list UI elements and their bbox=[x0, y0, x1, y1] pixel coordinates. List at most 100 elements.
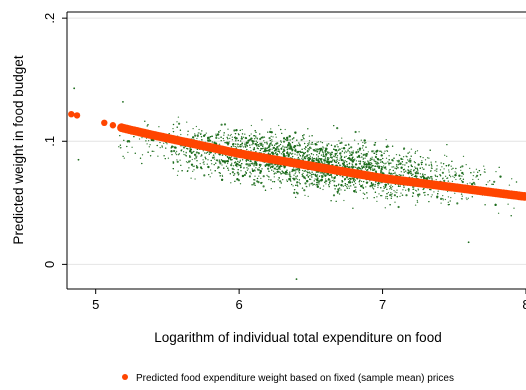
scatter-point bbox=[127, 151, 129, 154]
scatter-point bbox=[388, 155, 390, 157]
scatter-point bbox=[417, 188, 419, 190]
scatter-point bbox=[323, 173, 325, 175]
scatter-point bbox=[384, 163, 386, 165]
scatter-point bbox=[286, 180, 289, 183]
scatter-point bbox=[261, 168, 263, 170]
scatter-point bbox=[472, 174, 475, 177]
scatter-point bbox=[395, 153, 398, 156]
scatter-point bbox=[446, 190, 449, 193]
scatter-point bbox=[260, 144, 262, 147]
scatter-point bbox=[198, 128, 200, 131]
scatter-point bbox=[408, 151, 411, 153]
scatter-point bbox=[421, 160, 423, 162]
scatter-point bbox=[448, 169, 450, 171]
scatter-point bbox=[257, 169, 259, 171]
scatter-point bbox=[262, 150, 264, 153]
scatter-point bbox=[226, 136, 228, 139]
scatter-point bbox=[284, 146, 286, 148]
scatter-point bbox=[270, 179, 272, 181]
scatter-point bbox=[407, 152, 409, 154]
scatter-point bbox=[322, 149, 324, 151]
scatter-point bbox=[153, 150, 155, 153]
scatter-point bbox=[422, 176, 426, 179]
scatter-point bbox=[286, 173, 288, 175]
scatter-point bbox=[296, 178, 298, 181]
scatter-point bbox=[439, 174, 441, 176]
scatter-point bbox=[226, 141, 229, 144]
scatter-point bbox=[254, 184, 256, 187]
scatter-point bbox=[308, 142, 310, 144]
scatter-point bbox=[220, 159, 223, 161]
scatter-point bbox=[319, 187, 321, 189]
scatter-point bbox=[326, 174, 329, 176]
scatter-point bbox=[296, 184, 299, 186]
scatter-point bbox=[235, 161, 237, 163]
scatter-point bbox=[262, 147, 264, 149]
scatter-point bbox=[390, 162, 392, 164]
scatter-point bbox=[186, 170, 189, 172]
scatter-point bbox=[382, 162, 385, 164]
scatter-point bbox=[330, 160, 333, 163]
scatter-point bbox=[258, 166, 260, 169]
scatter-point bbox=[243, 173, 246, 177]
scatter-point bbox=[410, 169, 412, 171]
scatter-point bbox=[492, 183, 494, 186]
scatter-point bbox=[333, 184, 336, 187]
scatter-point bbox=[389, 188, 391, 190]
scatter-point bbox=[354, 179, 357, 181]
scatter-point bbox=[358, 183, 361, 185]
scatter-point bbox=[215, 133, 217, 135]
scatter-point bbox=[387, 146, 390, 148]
scatter-point bbox=[264, 141, 266, 144]
scatter-point bbox=[322, 151, 324, 153]
scatter-point bbox=[391, 185, 394, 188]
scatter-point bbox=[436, 175, 439, 178]
scatter-point bbox=[253, 182, 256, 185]
scatter-point bbox=[353, 139, 356, 141]
scatter-point bbox=[165, 147, 167, 149]
scatter-point bbox=[175, 150, 178, 153]
scatter-point bbox=[436, 170, 438, 172]
scatter-point bbox=[350, 146, 353, 149]
scatter-point bbox=[159, 146, 161, 149]
scatter-point bbox=[328, 152, 330, 154]
scatter-point bbox=[416, 193, 420, 196]
scatter-point bbox=[278, 177, 280, 179]
scatter-point bbox=[324, 178, 327, 180]
scatter-point bbox=[192, 136, 195, 139]
scatter-point bbox=[298, 172, 301, 174]
scatter-point bbox=[338, 189, 340, 191]
scatter-point bbox=[289, 175, 291, 177]
scatter-point bbox=[247, 165, 249, 167]
scatter-point bbox=[235, 164, 238, 167]
scatter-point bbox=[425, 177, 428, 180]
scatter-point bbox=[351, 158, 353, 160]
scatter-point bbox=[387, 191, 390, 194]
scatter-point bbox=[466, 183, 469, 185]
scatter-point bbox=[296, 154, 298, 156]
scatter-point bbox=[224, 141, 226, 144]
scatter-point bbox=[229, 158, 232, 160]
scatter-point bbox=[269, 143, 272, 145]
scatter-point bbox=[276, 146, 278, 148]
scatter-point bbox=[434, 169, 436, 172]
scatter-point bbox=[230, 133, 232, 136]
scatter-point bbox=[211, 163, 213, 165]
scatter-point bbox=[451, 180, 454, 183]
scatter-point bbox=[379, 150, 381, 152]
scatter-point bbox=[354, 186, 356, 188]
scatter-point bbox=[230, 145, 233, 148]
scatter-point bbox=[179, 129, 182, 131]
scatter-point bbox=[244, 145, 246, 147]
scatter-point bbox=[330, 200, 332, 202]
scatter-point bbox=[123, 157, 125, 159]
scatter-point bbox=[394, 172, 396, 175]
scatter-point bbox=[296, 175, 299, 177]
scatter-point bbox=[343, 199, 345, 202]
scatter-point bbox=[345, 176, 349, 179]
scatter-point bbox=[292, 169, 295, 172]
scatter-point bbox=[345, 185, 348, 188]
scatter-point bbox=[247, 168, 249, 170]
scatter-point bbox=[412, 188, 415, 190]
scatter-point bbox=[244, 142, 246, 144]
